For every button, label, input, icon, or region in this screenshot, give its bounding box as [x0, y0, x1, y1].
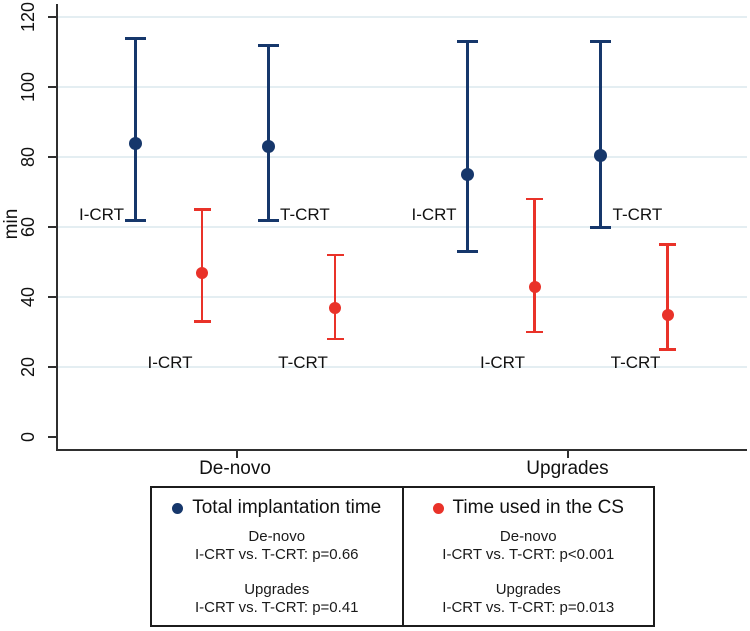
gridline — [58, 16, 747, 18]
error-bar-cap — [590, 40, 611, 43]
error-bar-cap — [257, 218, 279, 222]
data-point — [329, 301, 341, 314]
gridline — [58, 366, 747, 368]
data-point — [461, 168, 474, 181]
error-bar-cap — [526, 330, 543, 334]
legend-subgroup-denovo: De-novo — [499, 528, 557, 545]
error-bar-cap — [590, 225, 611, 229]
error-bar-line — [133, 38, 137, 220]
error-bar-line — [266, 45, 270, 220]
legend-pvalue-upgrades-cs: I-CRT vs. T-CRT: p=0.013 — [442, 598, 615, 616]
legend-subgroup-upgrades: Upgrades — [495, 581, 561, 598]
data-point — [528, 280, 541, 293]
error-bar-cap — [659, 348, 676, 351]
legend-title-total-implantation-time: Total implantation time — [192, 497, 382, 518]
gridline — [58, 226, 747, 228]
error-bar-cap — [124, 36, 146, 40]
y-tick — [48, 226, 57, 228]
y-tick-label: 100 — [18, 71, 38, 103]
legend-pvalue-denovo-total: I-CRT vs. T-CRT: p=0.66 — [194, 545, 359, 563]
y-tick — [48, 296, 57, 298]
legend-cell-time-used-in-cs: Time used in the CS De-novo I-CRT vs. T-… — [404, 488, 654, 625]
x-group-label-upgrades: Upgrades — [526, 458, 609, 479]
y-tick-label: 20 — [18, 356, 38, 378]
point-label: T-CRT — [278, 353, 328, 372]
y-tick — [48, 436, 57, 438]
legend-title-row: Total implantation time — [172, 497, 381, 519]
y-tick-label: 0 — [18, 432, 38, 443]
error-bar-line — [599, 41, 602, 227]
legend-pvalue-upgrades-total: I-CRT vs. T-CRT: p=0.41 — [194, 598, 359, 616]
error-bar-cap — [193, 320, 211, 323]
error-bar-cap — [457, 250, 478, 253]
point-label: T-CRT — [280, 205, 330, 224]
error-bar-line — [666, 244, 669, 350]
error-bar-cap — [326, 337, 344, 341]
y-tick — [48, 156, 57, 158]
error-bar-cap — [457, 40, 478, 43]
point-label: I-CRT — [411, 205, 457, 224]
data-point — [661, 308, 674, 321]
error-bar-cap — [257, 43, 279, 47]
x-group-label-denovo: De-novo — [199, 458, 271, 479]
error-bar-line — [466, 41, 469, 252]
data-point — [196, 266, 208, 279]
y-tick-label: 80 — [18, 146, 38, 168]
y-tick — [48, 16, 57, 18]
legend-subgroup-denovo: De-novo — [248, 528, 306, 545]
legend-title-row: Time used in the CS — [432, 497, 624, 519]
error-bar-cap — [659, 243, 676, 246]
legend-pvalue-denovo-cs: I-CRT vs. T-CRT: p<0.001 — [442, 545, 615, 563]
data-point — [261, 140, 275, 153]
legend-title-time-used-in-cs: Time used in the CS — [452, 497, 624, 518]
gridline — [58, 86, 747, 88]
y-tick-label: 40 — [18, 286, 38, 308]
point-label: I-CRT — [78, 205, 124, 224]
point-label: I-CRT — [479, 353, 525, 372]
error-bar-line — [333, 255, 337, 339]
error-bar-line — [533, 199, 536, 332]
legend-box: Total implantation time De-novo I-CRT vs… — [150, 486, 655, 627]
x-tick — [567, 451, 569, 458]
gridline — [58, 156, 747, 158]
y-tick — [48, 366, 57, 368]
gridline — [58, 296, 747, 298]
y-tick-label: 120 — [18, 1, 38, 33]
point-label: T-CRT — [610, 353, 661, 372]
data-point — [594, 148, 607, 162]
legend-cell-total-implantation-time: Total implantation time De-novo I-CRT vs… — [152, 488, 404, 625]
point-label: I-CRT — [147, 353, 193, 372]
error-bar-line — [200, 209, 204, 322]
y-axis-line — [56, 4, 58, 450]
y-tick — [48, 86, 57, 88]
legend-marker-red-icon — [432, 502, 444, 514]
legend-subgroup-upgrades: Upgrades — [244, 581, 310, 598]
error-bar-cap — [124, 218, 146, 222]
data-point — [128, 136, 142, 150]
x-axis-line — [56, 449, 747, 451]
x-tick — [235, 451, 238, 458]
error-bar-cap — [326, 253, 344, 257]
error-bar-cap — [193, 208, 211, 211]
point-label: T-CRT — [612, 205, 663, 224]
legend-marker-blue-icon — [172, 502, 184, 514]
error-bar-cap — [526, 197, 543, 201]
